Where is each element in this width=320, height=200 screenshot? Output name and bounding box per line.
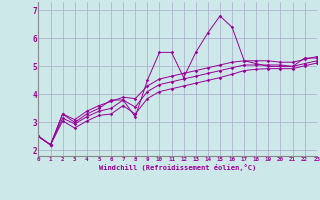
X-axis label: Windchill (Refroidissement éolien,°C): Windchill (Refroidissement éolien,°C) bbox=[99, 164, 256, 171]
